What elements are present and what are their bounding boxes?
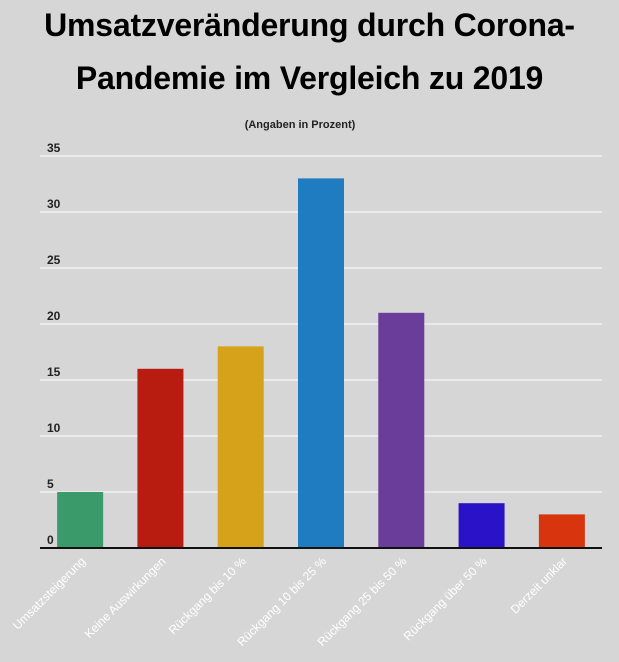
x-tick-label: Umsatzsteigerung xyxy=(10,554,88,632)
bar-5 xyxy=(458,503,505,548)
chart-title-line-1: Umsatzveränderung durch Corona- xyxy=(44,7,575,43)
x-tick-label: Rückgang über 50 % xyxy=(401,554,490,643)
y-tick-label: 15 xyxy=(47,365,61,379)
y-tick-label: 25 xyxy=(47,253,61,267)
x-tick-label: Derzeit unklar xyxy=(508,554,570,616)
bar-0 xyxy=(57,492,104,548)
bar-6 xyxy=(538,514,585,548)
bar-3 xyxy=(298,178,344,548)
bar-2 xyxy=(217,346,264,548)
bar-1 xyxy=(137,368,184,548)
y-tick-label: 30 xyxy=(47,197,61,211)
y-tick-label: 5 xyxy=(47,477,54,491)
y-tick-label: 10 xyxy=(47,421,61,435)
bar-4 xyxy=(378,312,425,548)
y-tick-label: 20 xyxy=(47,309,61,323)
chart-subtitle: (Angaben in Prozent) xyxy=(244,119,356,131)
x-tick-label: Rückgang 25 bis 50 % xyxy=(315,554,410,649)
x-tick-label: Keine Auswirkungen xyxy=(82,554,169,641)
y-tick-label: 35 xyxy=(47,141,61,155)
y-tick-label: 0 xyxy=(47,533,54,547)
x-tick-label: Rückgang 10 bis 25 % xyxy=(234,554,329,649)
x-tick-label: Rückgang bis 10 % xyxy=(166,554,249,637)
chart-title-line-2: Pandemie im Vergleich zu 2019 xyxy=(75,60,544,96)
